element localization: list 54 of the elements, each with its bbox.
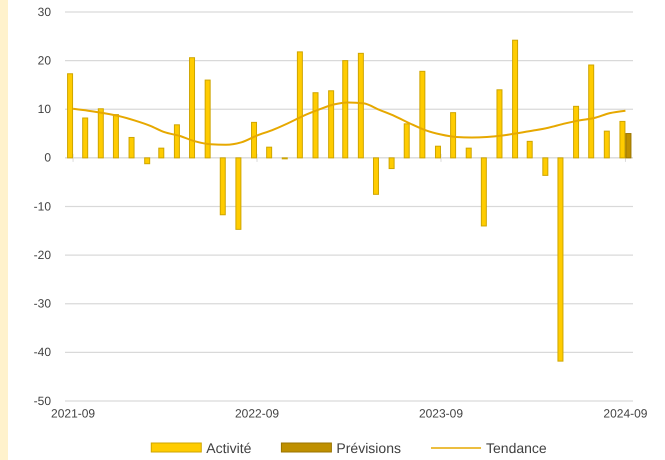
bar bbox=[235, 157, 242, 230]
bar bbox=[542, 157, 548, 176]
bar bbox=[251, 122, 258, 158]
bar bbox=[466, 148, 472, 158]
y-tick-label: -50 bbox=[34, 394, 52, 408]
y-tick-label: -20 bbox=[34, 248, 52, 262]
x-tick-label: 2022-09 bbox=[235, 406, 280, 421]
y-tick-label: 20 bbox=[38, 53, 52, 68]
bar bbox=[419, 70, 426, 158]
legend-label: Prévisions bbox=[336, 440, 401, 456]
bar bbox=[358, 52, 364, 158]
y-tick-label: -30 bbox=[34, 296, 52, 311]
bar bbox=[158, 148, 164, 158]
y-tick-label: -40 bbox=[34, 345, 52, 360]
bar bbox=[144, 157, 150, 164]
bar bbox=[342, 60, 348, 158]
bar bbox=[189, 57, 196, 158]
bar bbox=[604, 130, 610, 158]
y-tick-label: 30 bbox=[38, 4, 52, 19]
x-tick-label: 2021-09 bbox=[51, 406, 96, 421]
bar bbox=[434, 146, 441, 158]
bar bbox=[588, 64, 594, 158]
bar bbox=[372, 157, 379, 195]
bar bbox=[450, 112, 456, 158]
x-tick-label: 2024-09 bbox=[603, 406, 648, 421]
bar bbox=[128, 136, 135, 158]
bar bbox=[625, 133, 632, 158]
legend-label: Activité bbox=[206, 440, 252, 456]
bar bbox=[526, 140, 533, 158]
bar bbox=[619, 120, 626, 158]
bar bbox=[512, 40, 518, 158]
bar bbox=[82, 118, 88, 158]
bar bbox=[174, 124, 180, 158]
bar bbox=[573, 106, 580, 158]
bar bbox=[480, 157, 487, 226]
bar bbox=[98, 108, 104, 158]
bar bbox=[496, 89, 502, 158]
bar bbox=[388, 157, 395, 170]
y-tick-label: -10 bbox=[34, 199, 52, 214]
bar bbox=[296, 51, 303, 158]
bar bbox=[67, 73, 74, 158]
x-tick-label: 2023-09 bbox=[418, 406, 464, 421]
legend-label: Tendance bbox=[486, 440, 547, 456]
y-tick-label: 0 bbox=[44, 150, 52, 165]
bar bbox=[204, 80, 211, 158]
bar bbox=[328, 90, 334, 158]
bar bbox=[266, 146, 272, 158]
bar bbox=[220, 157, 226, 216]
line-series bbox=[72, 101, 626, 146]
bar bbox=[557, 157, 564, 362]
bar bbox=[112, 114, 119, 158]
bar bbox=[404, 123, 410, 158]
bar bbox=[312, 92, 319, 158]
y-tick-label: 10 bbox=[38, 102, 52, 116]
